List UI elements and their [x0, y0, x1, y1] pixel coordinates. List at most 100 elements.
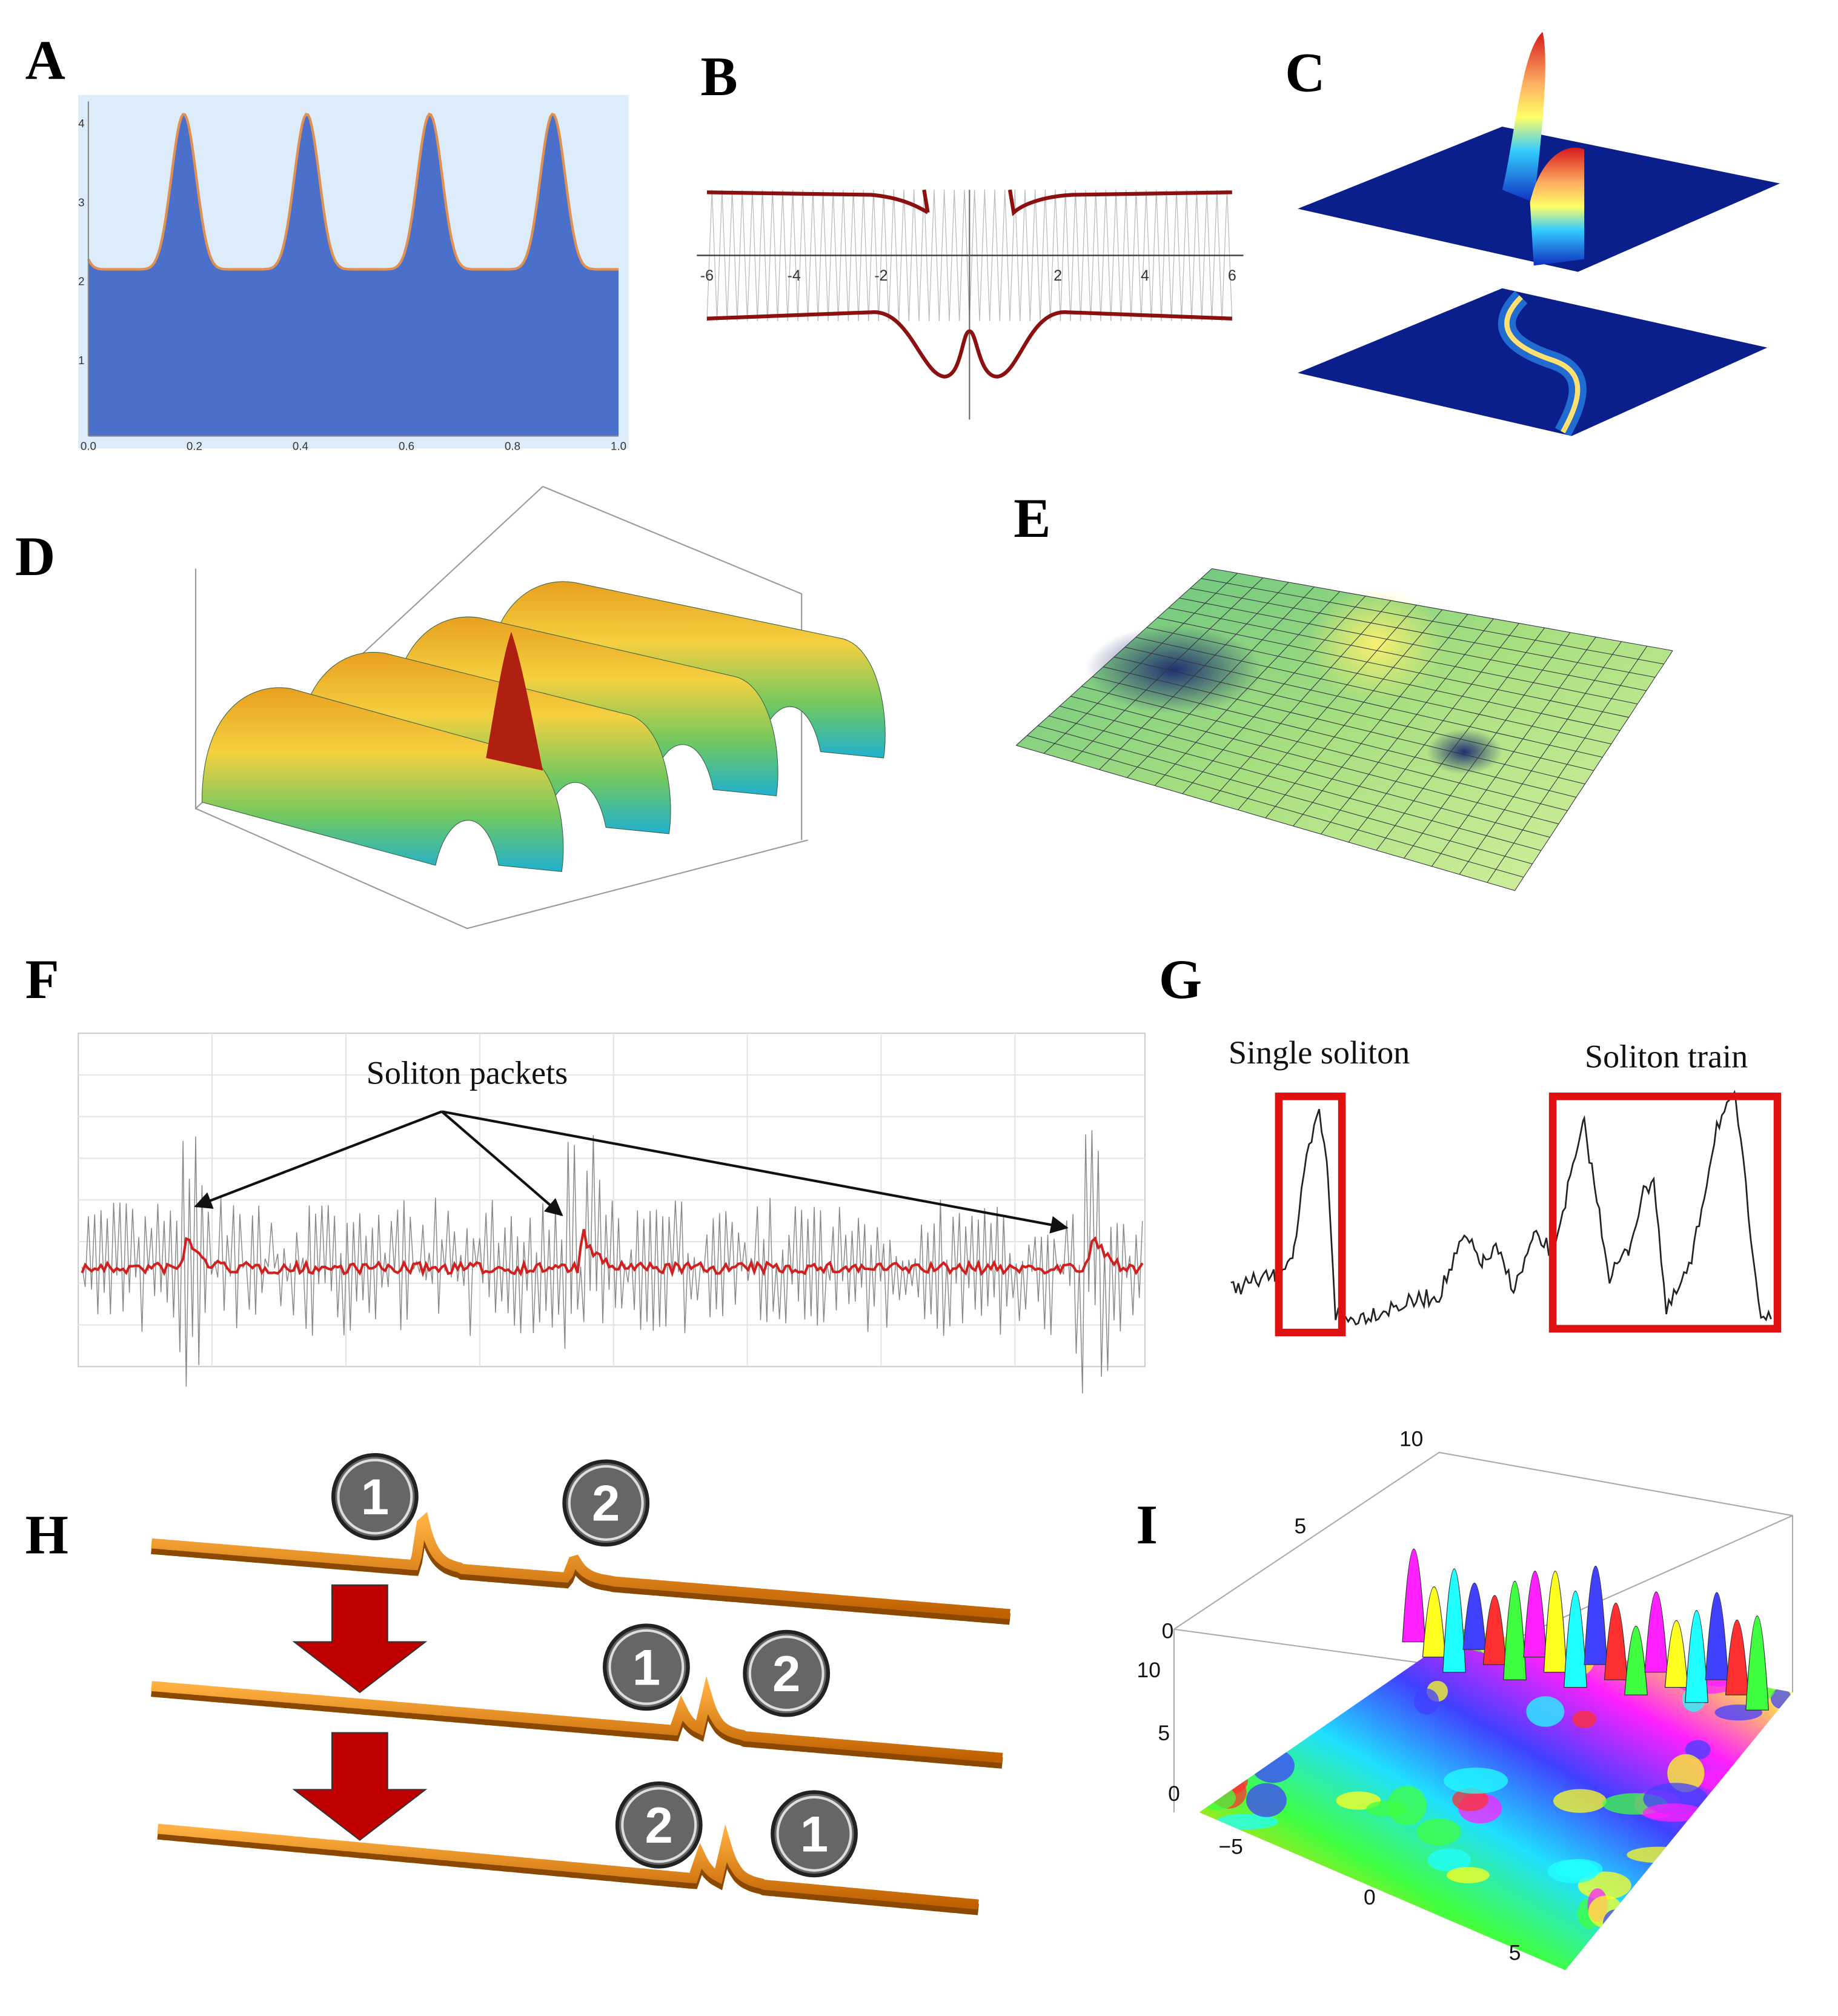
blob [1216, 1814, 1279, 1830]
annotation: Soliton train [1585, 1038, 1748, 1074]
y-tick-label: 1 [78, 354, 84, 367]
blob [1547, 1859, 1599, 1883]
spike [1664, 1620, 1688, 1688]
x-tick-label: 0.0 [81, 439, 96, 452]
strip [151, 1675, 1003, 1763]
spike [1725, 1620, 1749, 1695]
box-edge [195, 808, 808, 930]
soliton-badge-ring [776, 1795, 852, 1872]
blob [1426, 1957, 1459, 1971]
tick-label: 5 [1158, 1721, 1170, 1745]
blob [1713, 1909, 1768, 1932]
mesh-line [1212, 568, 1673, 651]
signal [1230, 1090, 1772, 1326]
blob [1452, 1788, 1488, 1811]
ridge [201, 687, 564, 873]
envelope [81, 1229, 1144, 1277]
arrow [292, 1584, 428, 1694]
tick-label: 10 [1137, 1658, 1161, 1682]
blob [1206, 1920, 1265, 1950]
crest [1306, 587, 1445, 702]
highlight-box [1548, 1093, 1782, 1333]
x-tick-label: -6 [700, 267, 714, 284]
blob [1249, 1906, 1308, 1938]
blob [1688, 1859, 1743, 1877]
blob [1414, 1688, 1439, 1715]
highlight-box [1275, 1093, 1346, 1337]
soliton-number: 1 [361, 1469, 389, 1525]
annotation: Single soliton [1229, 1034, 1410, 1071]
blob [1714, 1826, 1746, 1857]
y-tick-label: 2 [78, 275, 84, 288]
panels: 0.0 0.2 0.4 0.6 0.8 1.0 1 2 3 4 -6 -4 -2 2 4 6 Soliton p… [15, 29, 1794, 1971]
spike [1462, 1582, 1487, 1650]
trough [1086, 625, 1262, 714]
blob [1448, 1949, 1496, 1971]
blob [1233, 1698, 1282, 1721]
tick-label: −5 [1219, 1835, 1243, 1859]
blob [1205, 1752, 1235, 1792]
strip [151, 1512, 1010, 1620]
x-tick-label: -4 [788, 267, 801, 284]
mesh-line [1201, 578, 1664, 665]
mesh-line [1459, 641, 1622, 875]
mesh-line [1190, 588, 1656, 678]
envelope [706, 310, 1232, 379]
blob [1656, 1948, 1716, 1964]
tick-label: 5 [1509, 1941, 1521, 1965]
blob [1526, 1696, 1565, 1727]
panel-label: G [1159, 948, 1202, 1010]
soliton-number: 2 [645, 1797, 673, 1854]
blob [1642, 1803, 1704, 1822]
tick-label: 0 [1168, 1781, 1180, 1806]
spike [1604, 1603, 1628, 1680]
x-tick-label: 1.0 [611, 439, 626, 452]
spike [1705, 1592, 1729, 1680]
tick-label: 10 [1399, 1427, 1423, 1451]
blob [1416, 1818, 1461, 1846]
panel-label: F [25, 948, 59, 1010]
blob [1708, 1865, 1738, 1891]
spike [1624, 1625, 1648, 1695]
y-tick-label: 3 [78, 196, 84, 208]
blob [1717, 1864, 1737, 1892]
box-edge [542, 485, 803, 840]
box-edge [1173, 1451, 1794, 1812]
tick-label: 5 [1294, 1514, 1306, 1538]
soliton-badge [743, 1629, 831, 1717]
blob [1729, 1952, 1789, 1971]
trace [1504, 295, 1581, 434]
arrow [441, 1110, 1069, 1234]
panel-label: C [1285, 42, 1325, 104]
blob [1267, 1908, 1298, 1932]
arrow [292, 1732, 428, 1841]
peak [1502, 32, 1545, 203]
panel-label: B [701, 45, 738, 107]
soliton-badge [562, 1459, 650, 1547]
blob [1432, 1900, 1455, 1937]
blob [1428, 1933, 1456, 1967]
soliton-badge-ring [608, 1629, 685, 1705]
x-tick-label: 6 [1228, 267, 1236, 284]
blob [1322, 1888, 1356, 1918]
blob [1246, 1783, 1287, 1817]
spike [1482, 1595, 1507, 1665]
soliton-badge-ring [748, 1635, 824, 1712]
x-tick-label: 0.8 [505, 439, 520, 452]
blob [1444, 1768, 1508, 1794]
soliton-number: 1 [800, 1806, 828, 1862]
spike [1402, 1548, 1426, 1643]
spike [1564, 1591, 1587, 1688]
spike [1685, 1610, 1709, 1703]
mesh-line [1432, 636, 1596, 867]
soliton-badge [615, 1781, 703, 1869]
blob [1553, 1789, 1607, 1813]
x-tick-label: 0.6 [399, 439, 414, 452]
mesh-line [1515, 650, 1673, 891]
envelope [706, 189, 930, 215]
x-tick-label: 0.4 [293, 439, 308, 452]
blob [1203, 1675, 1249, 1709]
blob [1627, 1846, 1691, 1863]
y-tick-label: 4 [78, 117, 84, 130]
blob [1427, 1848, 1471, 1872]
